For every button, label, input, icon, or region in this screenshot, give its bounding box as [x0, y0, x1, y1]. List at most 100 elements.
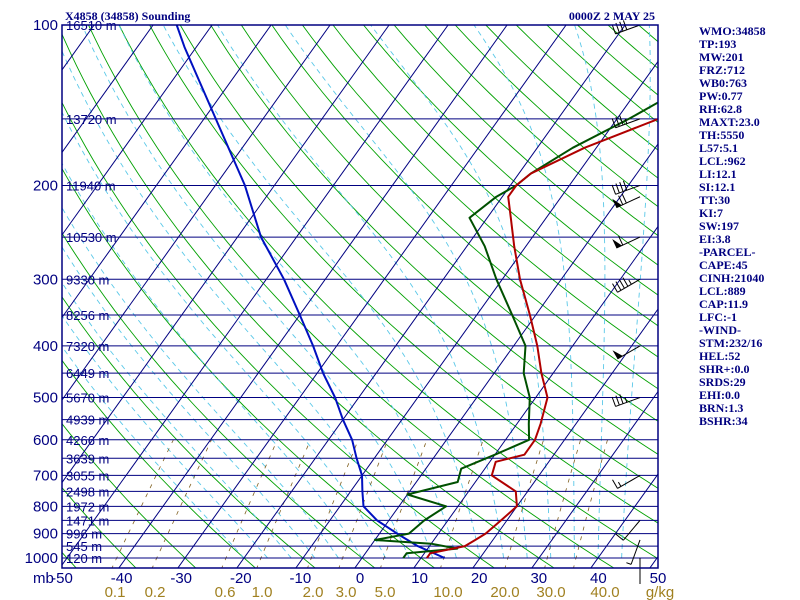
temperature-tick-label: 20 [471, 570, 488, 587]
height-label: 4939 m [66, 413, 109, 428]
dry-adiabat [210, 25, 658, 455]
mixing-ratio-label: 0.2 [145, 584, 166, 600]
wind-barb [612, 235, 641, 249]
pressure-label: 900 [33, 526, 58, 543]
barb-full [619, 115, 624, 126]
isotherm [472, 308, 658, 568]
mixing-ratio-line [504, 439, 544, 568]
temperature-tick-label: 10 [411, 570, 428, 587]
isotherm [590, 473, 658, 568]
dry-adiabat [118, 25, 658, 560]
mixing-ratio-line [307, 439, 359, 568]
dry-adiabat [271, 25, 658, 390]
dry-adiabat [332, 25, 658, 327]
dry-adiabat [454, 25, 658, 208]
dry-adiabat [577, 25, 658, 96]
barb-full [611, 24, 617, 35]
dry-adiabat [62, 232, 376, 568]
stat-line: WB0:763 [699, 76, 747, 90]
mixing-ratio-line [440, 439, 484, 568]
mixing-ratio-label: 10.0 [433, 584, 462, 600]
stat-line: MW:201 [699, 50, 744, 64]
mixing-ratio-line [338, 439, 389, 568]
barb-full [611, 184, 617, 195]
barb-shaft [615, 24, 641, 35]
mixing-ratio-line [151, 439, 212, 568]
isotherm [118, 25, 508, 568]
stat-line: WMO:34858 [699, 24, 766, 38]
dry-adiabat [0, 25, 18, 569]
barb-full [611, 118, 617, 128]
mixing-ratio-label: 40.0 [590, 584, 619, 600]
isotherm [295, 60, 658, 568]
mixing-ratio-label: 2.0 [303, 584, 324, 600]
height-label: 1471 m [66, 513, 109, 528]
barb-full [615, 281, 622, 291]
height-label: 11940 m [66, 178, 116, 193]
wind-barb [612, 345, 641, 360]
dry-adiabat [515, 25, 658, 151]
dry-adiabat [62, 423, 197, 568]
isotherm [62, 25, 449, 566]
height-label: 1972 m [66, 499, 109, 514]
x-unit-label: mb [33, 570, 54, 587]
height-label: 3639 m [66, 451, 109, 466]
mixing-ratio-label: 1.0 [252, 584, 273, 600]
height-label: 996 m [66, 527, 102, 542]
dry-adiabat [363, 25, 658, 296]
height-label: 8256 m [66, 308, 109, 323]
dry-adiabat [62, 167, 436, 568]
barb-full [612, 283, 618, 293]
barb-half [624, 118, 628, 124]
barb-full [619, 394, 624, 404]
stat-line: BSHR:34 [699, 414, 748, 428]
height-label: 2498 m [66, 484, 109, 499]
height-label: 120 m [66, 551, 102, 566]
mixing-ratio-label: 5.0 [375, 584, 396, 600]
barb-full [611, 396, 617, 407]
chart-title: X4858 (34858) Sounding [65, 9, 190, 23]
stat-line: SI:12.1 [699, 180, 735, 194]
dewpoint-trace [373, 101, 658, 559]
barb-shaft [615, 118, 641, 129]
pressure-label: 800 [33, 498, 58, 515]
stat-line: BRN:1.3 [699, 401, 743, 415]
stat-line: SHR+:0.0 [699, 362, 750, 376]
barb-half [617, 481, 622, 487]
moist-adiabat [574, 25, 606, 558]
isotherm [62, 25, 390, 484]
dry-adiabat [62, 101, 496, 568]
chart-date: 0000Z 2 MAY 25 [569, 9, 655, 23]
pressure-label: 700 [33, 467, 58, 484]
stat-line: -WIND- [699, 323, 741, 337]
stat-line: L57:5.1 [699, 141, 738, 155]
wind-barb [611, 180, 641, 195]
isotherm [62, 25, 331, 401]
barb-full [615, 395, 620, 406]
stat-line: MAXT:23.0 [699, 115, 760, 129]
barb-full [622, 277, 629, 287]
parcel-trace [175, 25, 446, 559]
barb-half [628, 279, 632, 285]
barb-shaft [630, 539, 641, 565]
stat-line: SRDS:29 [699, 375, 746, 389]
dry-adiabat [149, 25, 658, 524]
dry-adiabat [88, 25, 615, 568]
height-label: 9330 m [66, 272, 109, 287]
wind-barb [611, 394, 641, 407]
mixing-ratio-line [111, 439, 174, 568]
barb-full [615, 116, 620, 127]
stat-line: LI:12.1 [699, 167, 737, 181]
mixing-ratio-label: 0.1 [105, 584, 126, 600]
temperature-tick-label: 0 [356, 570, 364, 587]
stat-line: LCL:962 [699, 154, 746, 168]
wind-barb [612, 193, 641, 209]
mixing-ratio-line [573, 439, 608, 568]
mixing-ratio-line [221, 439, 278, 568]
stat-line: LFC:-1 [699, 310, 737, 324]
wind-barb [611, 115, 641, 129]
dry-adiabat [302, 25, 658, 358]
stat-line: -PARCEL- [699, 245, 755, 259]
height-label: 4266 m [66, 433, 109, 448]
